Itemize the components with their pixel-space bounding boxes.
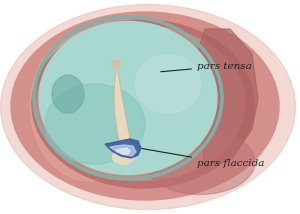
Polygon shape <box>110 145 136 156</box>
Ellipse shape <box>52 75 84 113</box>
Ellipse shape <box>45 84 145 164</box>
Ellipse shape <box>136 55 200 113</box>
Text: pars flaccida: pars flaccida <box>142 149 264 168</box>
Polygon shape <box>116 148 130 154</box>
Ellipse shape <box>112 61 121 67</box>
Ellipse shape <box>145 129 255 195</box>
Polygon shape <box>105 139 141 158</box>
Ellipse shape <box>37 25 245 180</box>
Polygon shape <box>114 64 132 159</box>
Text: pars tensa: pars tensa <box>161 61 252 72</box>
Polygon shape <box>195 29 258 169</box>
Ellipse shape <box>39 21 217 174</box>
Ellipse shape <box>11 12 279 200</box>
Ellipse shape <box>112 150 134 165</box>
Ellipse shape <box>1 4 296 210</box>
Ellipse shape <box>30 31 150 181</box>
Ellipse shape <box>32 20 254 188</box>
